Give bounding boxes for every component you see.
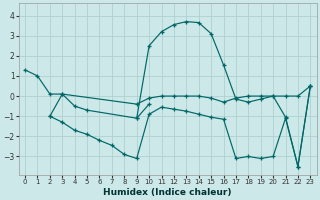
- X-axis label: Humidex (Indice chaleur): Humidex (Indice chaleur): [103, 188, 232, 197]
